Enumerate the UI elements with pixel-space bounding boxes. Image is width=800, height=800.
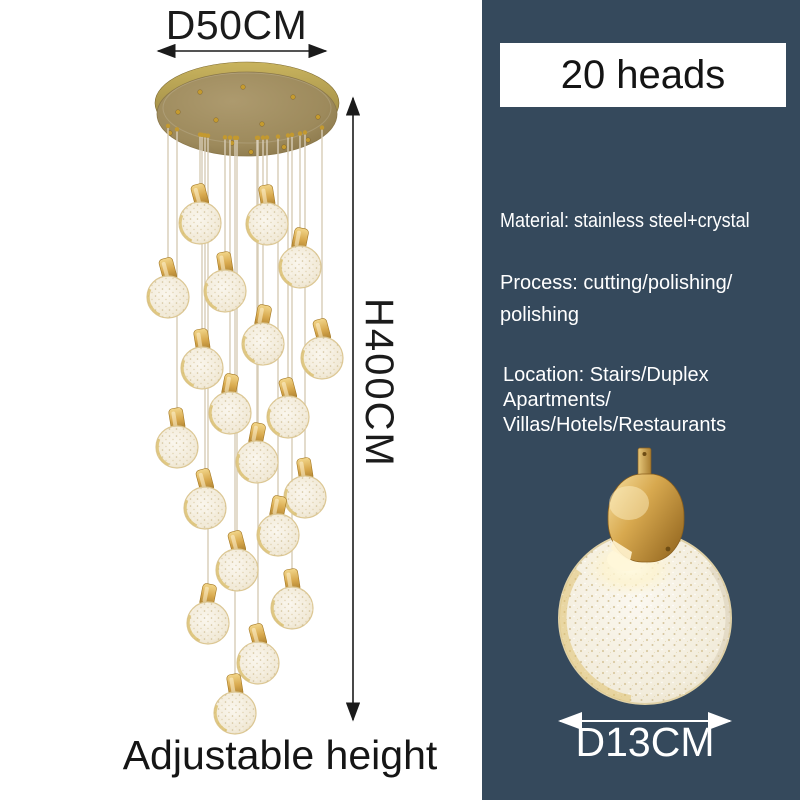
- pendant-light: [183, 468, 227, 530]
- pendant-light: [203, 251, 247, 313]
- heads-count-badge: 20 heads: [500, 43, 786, 107]
- pendant-light: [283, 457, 327, 519]
- pendant-light: [300, 318, 344, 380]
- location-line: Location: Stairs/Duplex: [503, 364, 709, 386]
- pendant-light: [215, 530, 259, 592]
- canopy-diameter-arrow-icon: [156, 43, 328, 59]
- pendant-diameter-arrow-icon: [558, 712, 732, 730]
- material-spec: Material: stainless steel+crystal: [500, 210, 750, 232]
- adjustable-height-label: Adjustable height: [122, 732, 438, 778]
- pendant-light: [213, 673, 257, 735]
- pendant-light: [146, 257, 190, 319]
- chandelier-panel: D50CM: [122, 2, 438, 778]
- pendant-light: [278, 227, 322, 289]
- location-line: Apartments/: [503, 389, 611, 411]
- pendant-light: [155, 407, 199, 469]
- canopy-diameter-label: D50CM: [165, 2, 308, 48]
- pendant-light: [236, 623, 280, 685]
- pendant-light: [256, 495, 300, 557]
- process-line: Process: cutting/polishing/: [500, 272, 733, 294]
- pendant-light: [245, 184, 289, 246]
- pendant-light: [186, 583, 230, 645]
- process-line: polishing: [500, 304, 579, 326]
- canopy: [154, 61, 340, 157]
- pendant-light: [235, 422, 279, 484]
- pendant-light: [180, 328, 224, 390]
- process-spec: Process: cutting/polishing/ polishing: [500, 267, 732, 331]
- pendant-light: [178, 183, 222, 245]
- location-line: Villas/Hotels/Restaurants: [503, 414, 727, 436]
- pendant-diameter-label: D13CM: [575, 719, 715, 765]
- pendant-light: [241, 304, 285, 366]
- height-label: H400CM: [357, 298, 401, 468]
- closeup-gold-mount: [607, 447, 685, 563]
- pendant-light: [208, 373, 252, 435]
- heads-count-text: 20 heads: [560, 52, 726, 97]
- pendant-light: [270, 568, 314, 630]
- height-dimension-arrow-icon: [345, 96, 361, 722]
- chandelier-image: [146, 61, 344, 735]
- pendant-light: [266, 377, 310, 439]
- location-spec: Location: Stairs/Duplex Apartments/ Vill…: [503, 363, 726, 438]
- pendant-closeup-image: [558, 447, 732, 705]
